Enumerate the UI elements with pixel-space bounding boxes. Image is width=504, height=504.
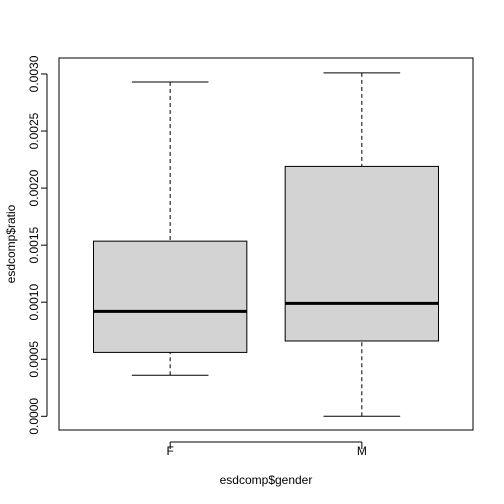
y-tick-label: 0.0015	[27, 226, 41, 263]
x-axis-label: esdcomp$gender	[220, 473, 313, 487]
box	[284, 165, 439, 342]
y-axis-label: esdcomp$ratio	[4, 204, 18, 283]
plot-frame	[58, 57, 474, 431]
y-tick-label: 0.0020	[27, 169, 41, 206]
y-tick-label: 0.0030	[27, 55, 41, 92]
x-tick-label: F	[166, 444, 173, 458]
box	[93, 240, 248, 353]
y-tick-label: 0.0000	[27, 398, 41, 435]
y-tick-label: 0.0010	[27, 284, 41, 321]
y-tick-label: 0.0005	[27, 341, 41, 378]
y-tick-label: 0.0025	[27, 112, 41, 149]
x-tick-label: M	[357, 444, 367, 458]
